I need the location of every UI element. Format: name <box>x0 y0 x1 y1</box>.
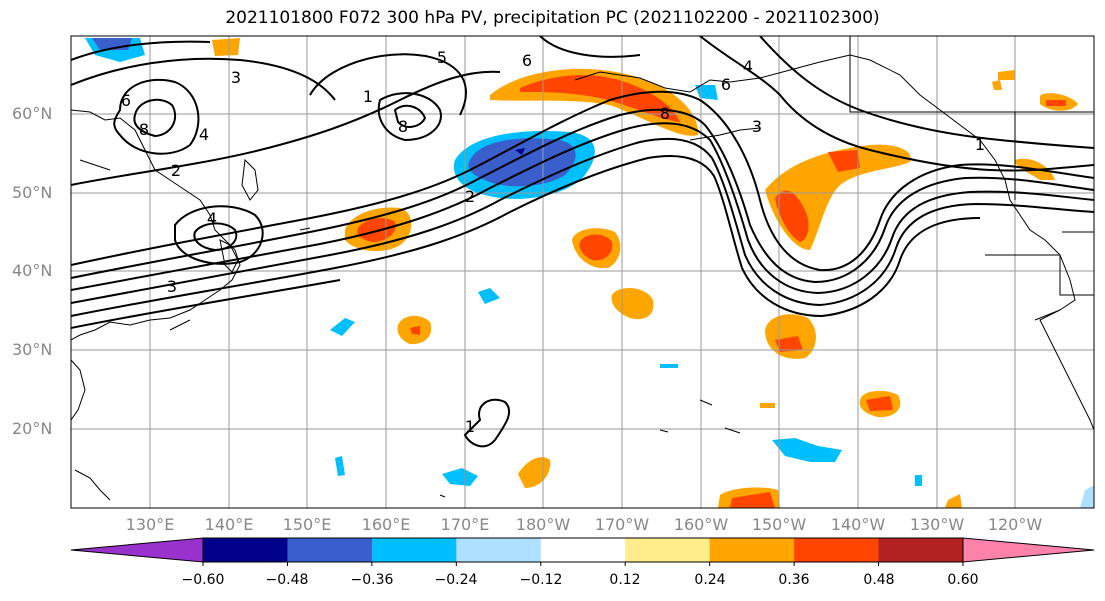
contour-label: 3 <box>752 117 762 136</box>
contour-label: 8 <box>398 117 408 136</box>
colorbar-tick-label: 0.60 <box>947 572 979 588</box>
map-border <box>70 35 1095 509</box>
contour-label: 1 <box>975 135 985 154</box>
contour-label: 6 <box>721 75 731 94</box>
lon-label: 160°W <box>673 515 729 534</box>
colorbar-segment <box>625 538 711 562</box>
map-title: 2021101800 F072 300 hPa PV, precipitatio… <box>225 8 880 28</box>
colorbar-tick-label: 0.24 <box>694 572 726 588</box>
lon-label: 130°E <box>125 515 175 534</box>
contour-label: 4 <box>199 125 209 144</box>
colorbar-tick-label: −0.12 <box>519 572 563 588</box>
contour-label: 8 <box>660 104 670 123</box>
colorbar-segment <box>371 538 457 562</box>
colorbar-segment <box>540 538 626 562</box>
contour-label: 4 <box>207 209 217 228</box>
colorbar-segment <box>709 538 795 562</box>
colorbar-tick-label: 0.12 <box>609 572 641 588</box>
lon-label: 150°W <box>751 515 807 534</box>
colorbar-border <box>202 537 964 563</box>
lat-label: 60°N <box>12 104 53 123</box>
colorbar-tick-label: 0.48 <box>863 572 895 588</box>
contour-label: 1 <box>465 417 475 436</box>
contour-label: 2 <box>465 187 475 206</box>
colorbar-extend-max <box>962 537 1095 563</box>
contour-label: 8 <box>139 120 149 139</box>
colorbar-tick-label: −0.60 <box>181 572 225 588</box>
lat-label: 40°N <box>12 261 53 280</box>
map-background <box>71 36 1094 508</box>
contour-label: 2 <box>171 161 181 180</box>
pv-contours <box>71 36 1094 448</box>
lat-label: 20°N <box>12 419 53 438</box>
colorbar-tick-label: −0.24 <box>434 572 478 588</box>
lat-label: 30°N <box>12 340 53 359</box>
lon-label: 130°W <box>909 515 965 534</box>
colorbar-tick-label: −0.36 <box>350 572 394 588</box>
lon-label: 140°W <box>830 515 886 534</box>
lon-label: 180°W <box>515 515 571 534</box>
colorbar-segment <box>287 538 373 562</box>
contour-label: 3 <box>167 277 177 296</box>
colorbar <box>70 537 1095 566</box>
graticule <box>71 36 1094 508</box>
contour-label: 6 <box>522 51 532 70</box>
lon-label: 160°E <box>361 515 411 534</box>
contour-label: 6 <box>121 91 131 110</box>
lon-label: 170°E <box>440 515 490 534</box>
lat-label: 50°N <box>12 183 53 202</box>
colorbar-tick-label: 0.36 <box>778 572 810 588</box>
contour-label: 3 <box>231 68 241 87</box>
colorbar-segment <box>878 538 964 562</box>
lon-label: 150°E <box>282 515 332 534</box>
contour-labels: 3 6 8 2 4 5 6 1 8 6 4 3 2 4 3 8 1 1 <box>121 48 985 436</box>
colorbar-segment <box>456 538 542 562</box>
lon-label: 170°W <box>594 515 650 534</box>
colorbar-segment <box>794 538 880 562</box>
colorbar-segment <box>203 538 288 562</box>
contour-label: 1 <box>363 87 373 106</box>
contour-label: 5 <box>437 48 447 67</box>
colorbar-extend-min <box>70 537 204 563</box>
lon-label: 120°W <box>987 515 1043 534</box>
lon-label: 140°E <box>204 515 254 534</box>
colorbar-tick-label: −0.48 <box>265 572 309 588</box>
contour-label: 4 <box>743 57 753 76</box>
